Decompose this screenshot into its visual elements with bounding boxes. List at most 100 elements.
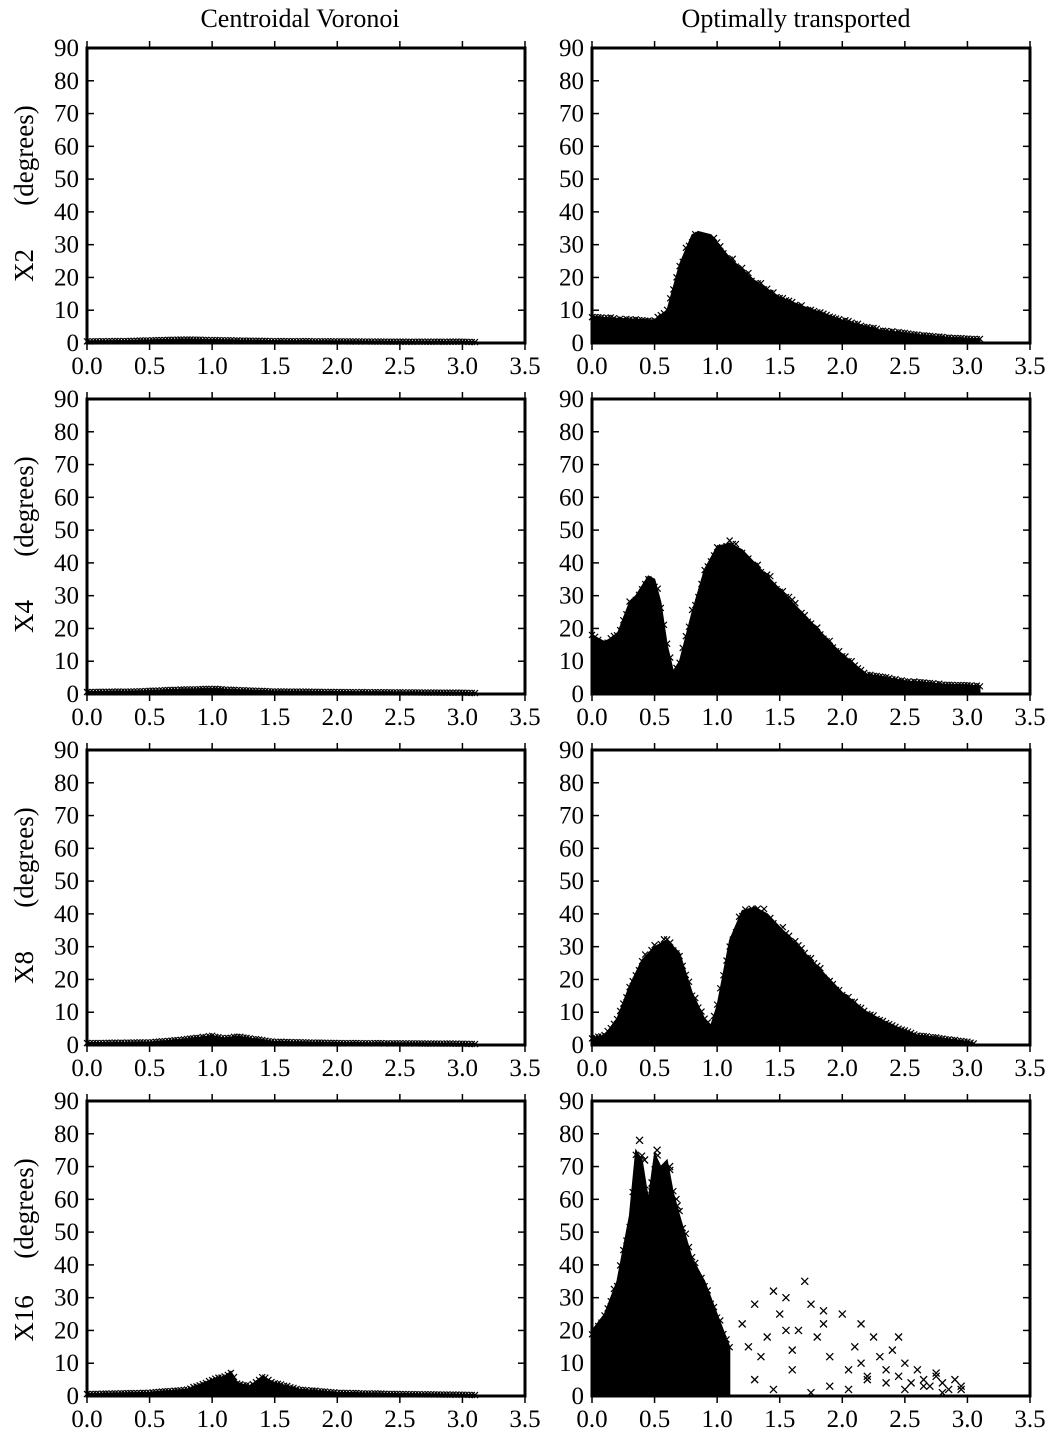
data-point [807, 1300, 815, 1309]
y-tick-label: 60 [559, 133, 584, 160]
data-point [719, 249, 727, 257]
x-tick-label: 2.5 [384, 1055, 415, 1082]
y-tick-label: 60 [54, 133, 79, 160]
y-tick-label: 10 [54, 999, 79, 1026]
data-point [666, 654, 674, 661]
data-point [729, 936, 737, 944]
data-point [679, 1224, 687, 1232]
data-point [666, 939, 674, 946]
data-point [707, 557, 715, 565]
data-point [694, 593, 702, 601]
data-point [782, 1293, 790, 1302]
data-point [619, 616, 627, 624]
y-tick-label: 60 [559, 484, 584, 511]
data-point [716, 1317, 724, 1324]
data-point [791, 599, 799, 607]
data-point [813, 1333, 822, 1341]
data-point [801, 949, 809, 957]
y-tick-label: 70 [54, 101, 79, 128]
x-tick-label: 0.5 [134, 1055, 165, 1082]
data-point [604, 639, 612, 647]
data-point [641, 951, 649, 958]
panel-x16-centroidal: 0 10 20 30 40 50 60 70 80 90 0.0 0.5 1.0 1.5 2.0 2.5 3.0… [9, 1088, 541, 1433]
y-tick-label: 50 [54, 517, 79, 544]
data-point [869, 1333, 878, 1341]
y-tick-label: 40 [54, 901, 79, 928]
data-point [844, 1385, 853, 1394]
data-point [666, 294, 674, 302]
data-point [632, 596, 640, 604]
data-point [745, 910, 752, 917]
data-point [857, 1359, 866, 1368]
data-point [769, 1287, 778, 1296]
data-point [763, 1333, 772, 1341]
data-point [657, 1164, 665, 1172]
data-point [698, 580, 705, 588]
data-point [863, 1375, 872, 1384]
plot-frame [590, 748, 1032, 1047]
data-point [829, 980, 837, 988]
y-tick-label: 10 [54, 297, 79, 324]
data-point [673, 1195, 680, 1203]
data-point [607, 1024, 615, 1032]
data-point [794, 1326, 803, 1335]
x-tick-label: 0.0 [576, 353, 607, 380]
data-point [660, 621, 668, 629]
x-tick-label: 0.5 [639, 1406, 670, 1433]
x-tick-label: 3.5 [1014, 1406, 1045, 1433]
data-point [854, 320, 862, 328]
data-point [679, 962, 687, 970]
x-tick-label: 0.5 [134, 1406, 165, 1433]
x-tick-label: 2.5 [889, 1406, 920, 1433]
data-point [694, 1004, 702, 1011]
x-tick-label: 2.0 [322, 1406, 353, 1433]
y-tick-label: 90 [54, 737, 79, 764]
data-point [635, 1136, 644, 1145]
data-point [613, 631, 621, 639]
y-axis-label: (degrees) [9, 807, 39, 907]
data-point [854, 664, 862, 672]
data-point [816, 630, 824, 638]
y-tick-label: 40 [54, 550, 79, 577]
x-tick-label: 3.5 [1014, 704, 1045, 731]
data-point [710, 234, 718, 242]
data-point [619, 1246, 627, 1254]
x-tick-label: 3.5 [1014, 353, 1045, 380]
data-point [738, 1319, 747, 1328]
y-tick-label: 0 [67, 1032, 80, 1059]
data-point [622, 1237, 630, 1245]
data-point [875, 1352, 884, 1361]
data-point [653, 1146, 662, 1155]
y-tick-label: 90 [54, 386, 79, 413]
data-point [788, 1346, 797, 1355]
data-point [816, 964, 824, 972]
y-tick-label: 80 [559, 1121, 584, 1148]
y-tick-label: 70 [559, 101, 584, 128]
data-point [745, 269, 752, 277]
y-tick-label: 50 [54, 868, 79, 895]
x-tick-label: 0.0 [71, 353, 102, 380]
y-tick-label: 90 [559, 35, 584, 62]
data-point [850, 1342, 859, 1351]
y-tick-label: 0 [572, 1383, 585, 1410]
data-point [682, 244, 690, 252]
panel-x8-centroidal: 0 10 20 30 40 50 60 70 80 90 0.0 0.5 1.0 1.5 2.0 2.5 3.0… [9, 737, 541, 1082]
y-tick-label: 20 [54, 264, 79, 291]
y-tick-label: 70 [559, 452, 584, 479]
plot-frame [85, 397, 527, 696]
panel-x2-transported: 0 10 20 30 40 50 60 70 80 90 0.0 0.5 1.0 1.5 2.0 2.5 3.0… [559, 35, 1046, 380]
data-point [665, 1162, 674, 1171]
y-tick-label: 40 [54, 199, 79, 226]
panel-x2-centroidal: 0 10 20 30 40 50 60 70 80 90 0.0 0.5 1.0 1.5 2.0 2.5 3.0… [9, 35, 541, 380]
y-tick-label: 0 [67, 1383, 80, 1410]
data-point [894, 1372, 903, 1381]
data-point [841, 652, 849, 660]
x-tick-label: 1.5 [259, 704, 290, 731]
data-point [944, 1385, 953, 1394]
data-point [863, 1372, 872, 1381]
y-axis-label: (degrees) [9, 456, 39, 556]
data-point [685, 623, 693, 631]
data-point [825, 1382, 834, 1391]
data-point [719, 1330, 727, 1338]
data-point [632, 971, 640, 979]
